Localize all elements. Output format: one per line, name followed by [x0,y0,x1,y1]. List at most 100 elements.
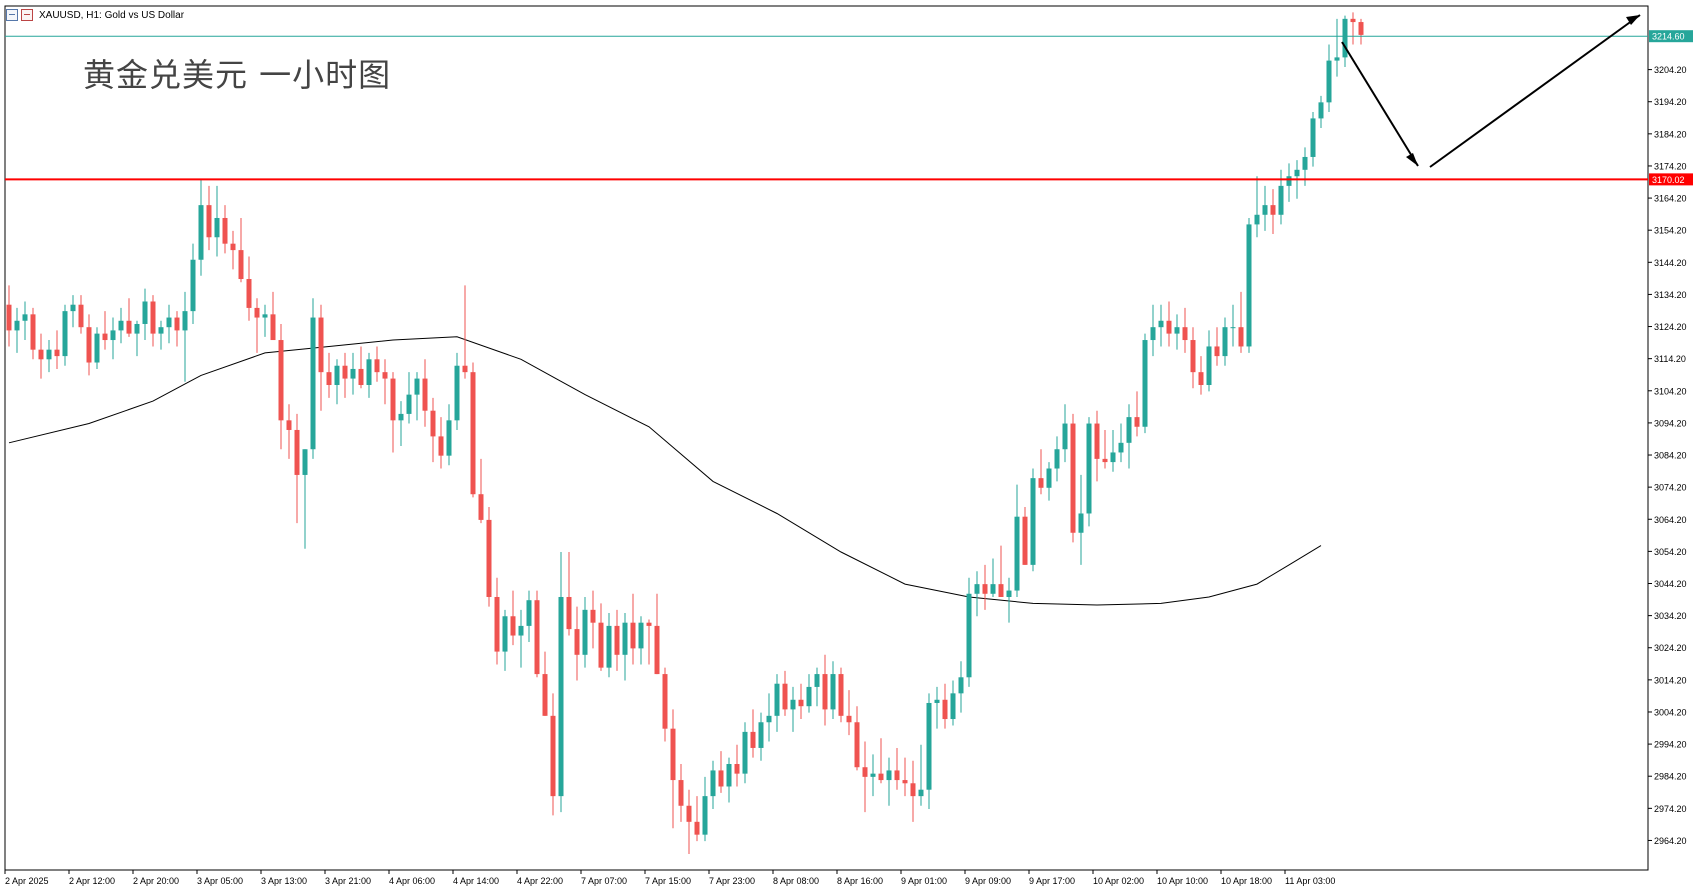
candle-body [182,311,188,331]
candle-body [1246,224,1252,347]
candle-body [798,699,804,707]
y-tick-label: 2984.20 [1654,772,1687,782]
candle-body [702,796,708,835]
candle-body [238,250,244,280]
x-tick-label: 8 Apr 16:00 [837,876,883,886]
chart-menu-icon[interactable] [6,9,18,21]
down-arrow-head [1406,153,1418,166]
y-tick-label: 3184.20 [1654,129,1687,139]
candle-body [758,722,764,748]
candle-body [1038,478,1044,488]
candle-body [734,764,740,774]
candle-body [1062,423,1068,450]
candle-body [766,715,772,723]
candle-body [438,436,444,456]
candle-body [54,349,60,357]
candle-body [262,314,268,318]
candle-body [806,686,812,707]
y-tick-label: 3134.20 [1654,290,1687,300]
candle-body [6,304,12,331]
candle-body [358,368,364,386]
candle-body [1014,516,1020,591]
candle-body [110,330,116,341]
candle-body [198,205,204,260]
candle-body [430,410,436,437]
candle-body [966,593,972,678]
candle-body [1334,57,1340,61]
y-tick-label: 3024.20 [1654,643,1687,653]
candle-body [870,773,876,777]
candle-body [782,683,788,710]
candle-body [774,683,780,716]
candle-body [118,320,124,331]
candle-body [1342,18,1348,58]
candle-body [406,394,412,414]
candle-body [614,625,620,655]
candles [6,12,1364,854]
up-arrow-head [1626,15,1640,25]
candle-body [1302,156,1308,170]
candle-body [214,217,220,238]
candle-body [790,699,796,710]
candle-body [1270,205,1276,215]
candle-body [286,420,292,430]
candle-body [38,349,44,360]
candle-body [1278,185,1284,215]
x-tick-label: 2 Apr 2025 [5,876,49,886]
candle-body [70,304,76,312]
x-tick-label: 3 Apr 21:00 [325,876,371,886]
candle-body [14,320,20,331]
candle-body [526,600,532,626]
candle-body [1070,423,1076,533]
x-tick-label: 10 Apr 02:00 [1093,876,1144,886]
candle-body [1198,372,1204,386]
candle-body [518,625,524,636]
candle-body [814,674,820,687]
candle-body [230,243,236,251]
candle-body [102,333,108,341]
candle-body [934,699,940,703]
candle-body [1222,327,1228,357]
candle-body [246,279,252,308]
candle-body [1182,327,1188,341]
candle-body [318,317,324,373]
candle-body [886,770,892,781]
candle-body [1094,423,1100,459]
current-price-tag [1649,30,1693,43]
y-tick-label: 3004.20 [1654,707,1687,717]
candle-body [958,677,964,694]
y-tick-label: 2994.20 [1654,740,1687,750]
candle-body [1006,590,1012,597]
chart-type-icon[interactable] [21,9,33,21]
candle-body [1046,468,1052,488]
x-tick-label: 7 Apr 07:00 [581,876,627,886]
x-tick-label: 2 Apr 12:00 [69,876,115,886]
x-axis: 2 Apr 2025 2 Apr 12:00 2 Apr 20:00 3 Apr 05… [4,870,1335,886]
candle-body [606,625,612,668]
candle-body [630,622,636,649]
y-tick-label: 3104.20 [1654,386,1687,396]
candle-body [366,359,372,386]
candle-body [382,372,388,379]
candle-body [398,413,404,421]
forecast-arrows [1341,14,1641,168]
y-tick-label: 3114.20 [1654,354,1686,364]
candle-body [590,609,596,623]
candle-body [1326,60,1332,103]
candle-body [46,349,52,360]
candle-body [1230,327,1236,329]
candle-body [918,789,924,797]
candle-body [1110,452,1116,463]
candle-body [486,519,492,597]
candle-body [1286,176,1292,186]
candle-body [1206,346,1212,386]
candle-body [374,359,380,373]
candle-body [1102,458,1108,463]
x-tick-label: 9 Apr 09:00 [965,876,1011,886]
candle-body [1214,346,1220,357]
x-tick-label: 4 Apr 06:00 [389,876,435,886]
ma-line [8,336,1322,606]
candle-body [1086,423,1092,514]
candle-body [686,805,692,822]
